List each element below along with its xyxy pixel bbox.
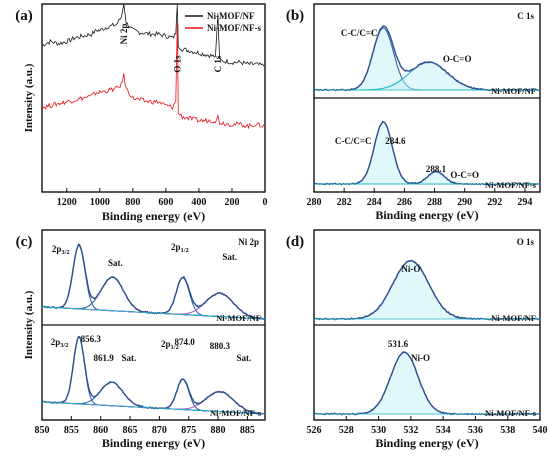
baseline bbox=[41, 401, 266, 415]
x-tick-label: 526 bbox=[307, 425, 322, 436]
x-tick-label: 540 bbox=[533, 425, 548, 436]
x-tick-label: 0 bbox=[263, 197, 268, 208]
peak-label: 2p3/2 bbox=[52, 244, 70, 256]
x-tick-label: 294 bbox=[517, 197, 532, 208]
peak-label: 2p1/2 bbox=[171, 242, 189, 254]
x-tick-label: 538 bbox=[500, 425, 515, 436]
x-tick-label: 800 bbox=[125, 197, 140, 208]
peak-label: Sat. bbox=[236, 353, 251, 363]
y-axis-label: Intensity (a.u.) bbox=[23, 290, 35, 359]
x-tick-label: 532 bbox=[403, 425, 418, 436]
panel-label: (b) bbox=[286, 8, 304, 24]
x-tick-label: 290 bbox=[457, 197, 472, 208]
peak-label: C-C/C=C bbox=[341, 28, 378, 38]
peak-label: 288.1 bbox=[426, 164, 447, 174]
series-line-ni-mof-nf-s bbox=[41, 22, 266, 130]
x-tick-label: 400 bbox=[191, 197, 206, 208]
peak-label: 874.0 bbox=[174, 337, 195, 347]
x-tick-label: 528 bbox=[339, 425, 354, 436]
component-fill bbox=[314, 122, 540, 184]
x-tick-label: 1200 bbox=[57, 197, 77, 208]
legend-entry: Ni-MOF/NF bbox=[207, 11, 255, 21]
peak-label: O-C=O bbox=[443, 54, 472, 64]
panel-label: (a) bbox=[15, 8, 33, 24]
component-fill bbox=[314, 352, 540, 414]
legend-entry: Ni-MOF/NF-s bbox=[207, 23, 261, 33]
x-tick-label: 880 bbox=[211, 425, 226, 436]
peak-label: 284.6 bbox=[385, 136, 406, 146]
peak-annotation: O 1s bbox=[172, 55, 182, 73]
peak-label: 861.9 bbox=[93, 353, 114, 363]
peak-label: Sat. bbox=[121, 353, 136, 363]
x-tick-label: 870 bbox=[152, 425, 167, 436]
x-tick-label: 284 bbox=[367, 197, 382, 208]
peak-label: O-C=O bbox=[450, 170, 479, 180]
sample-label: Ni-MOF/NF-s bbox=[485, 408, 537, 418]
element-label: O 1s bbox=[517, 237, 535, 247]
x-tick-label: 536 bbox=[468, 425, 483, 436]
x-tick-label: 282 bbox=[337, 197, 352, 208]
x-tick-label: 860 bbox=[93, 425, 108, 436]
x-tick-label: 1000 bbox=[90, 197, 110, 208]
sample-label: Ni-MOF/NF bbox=[216, 313, 261, 323]
peak-label: Ni-O bbox=[411, 353, 430, 363]
peak-label: Sat. bbox=[222, 252, 237, 262]
x-tick-label: 875 bbox=[181, 425, 196, 436]
peak-label: 2p1/2 bbox=[161, 339, 179, 351]
x-tick-label: 288 bbox=[427, 197, 442, 208]
peak-label: C-C/C=C bbox=[335, 136, 372, 146]
x-axis-label: Binding energy (eV) bbox=[375, 436, 478, 450]
peak-annotation: Ni 2p bbox=[119, 24, 129, 45]
panel-label: (c) bbox=[16, 234, 33, 250]
x-tick-label: 534 bbox=[436, 425, 451, 436]
x-tick-label: 885 bbox=[240, 425, 255, 436]
x-tick-label: 850 bbox=[35, 425, 50, 436]
x-tick-label: 286 bbox=[397, 197, 412, 208]
sample-label: Ni-MOF/NF-s bbox=[210, 408, 262, 418]
plot-frame bbox=[41, 3, 266, 193]
x-tick-label: 855 bbox=[64, 425, 79, 436]
panel-c: Ni-MOF/NF 2p3/2 Sat. 2p1/2 Sat. Ni-MOF/NF-s 2p… bbox=[16, 229, 266, 450]
sample-label: Ni-MOF/NF-s bbox=[485, 180, 537, 190]
component-fill bbox=[314, 62, 540, 90]
component-fill bbox=[314, 260, 540, 319]
y-axis-label: Intensity (a.u.) bbox=[23, 63, 35, 132]
fit-component bbox=[314, 121, 540, 185]
component-fill bbox=[314, 28, 540, 91]
peak-label: Sat. bbox=[108, 258, 123, 268]
sample-label: Ni-MOF/NF bbox=[491, 86, 536, 96]
x-axis-label: Binding energy (eV) bbox=[102, 209, 205, 223]
element-label: Ni 2p bbox=[238, 237, 259, 247]
peak-label: 531.6 bbox=[388, 339, 409, 349]
x-tick-label: 200 bbox=[224, 197, 239, 208]
peak-label: 856.3 bbox=[81, 334, 102, 344]
sample-label: Ni-MOF/NF bbox=[491, 313, 536, 323]
panel-b: Ni-MOF/NF C-C/C=C O-C=O Ni-MOF/NF-s C-C/C=C 2… bbox=[286, 3, 541, 222]
x-tick-label: 600 bbox=[158, 197, 173, 208]
peak-annotation: C 1s bbox=[213, 55, 223, 72]
panel-a: 1200 1000 800 600 400 200 0 Binding energy (eV)… bbox=[15, 3, 268, 223]
x-tick-label: 530 bbox=[371, 425, 386, 436]
baseline bbox=[41, 306, 266, 320]
x-tick-label: 292 bbox=[487, 197, 502, 208]
x-axis-label: Binding energy (eV) bbox=[102, 436, 205, 450]
x-tick-label: 280 bbox=[307, 197, 322, 208]
peak-label: 2p3/2 bbox=[51, 337, 69, 349]
panel-label: (d) bbox=[286, 234, 304, 250]
series-line-ni-mof-nf bbox=[41, 3, 266, 67]
element-label: C 1s bbox=[517, 11, 534, 21]
fit-envelope bbox=[313, 120, 541, 186]
x-tick-label: 865 bbox=[123, 425, 138, 436]
peak-label: 880.3 bbox=[210, 341, 231, 351]
x-axis-label: Binding energy (eV) bbox=[375, 208, 478, 222]
fit-envelope bbox=[41, 336, 266, 415]
peak-label: Ni-O bbox=[401, 264, 420, 274]
